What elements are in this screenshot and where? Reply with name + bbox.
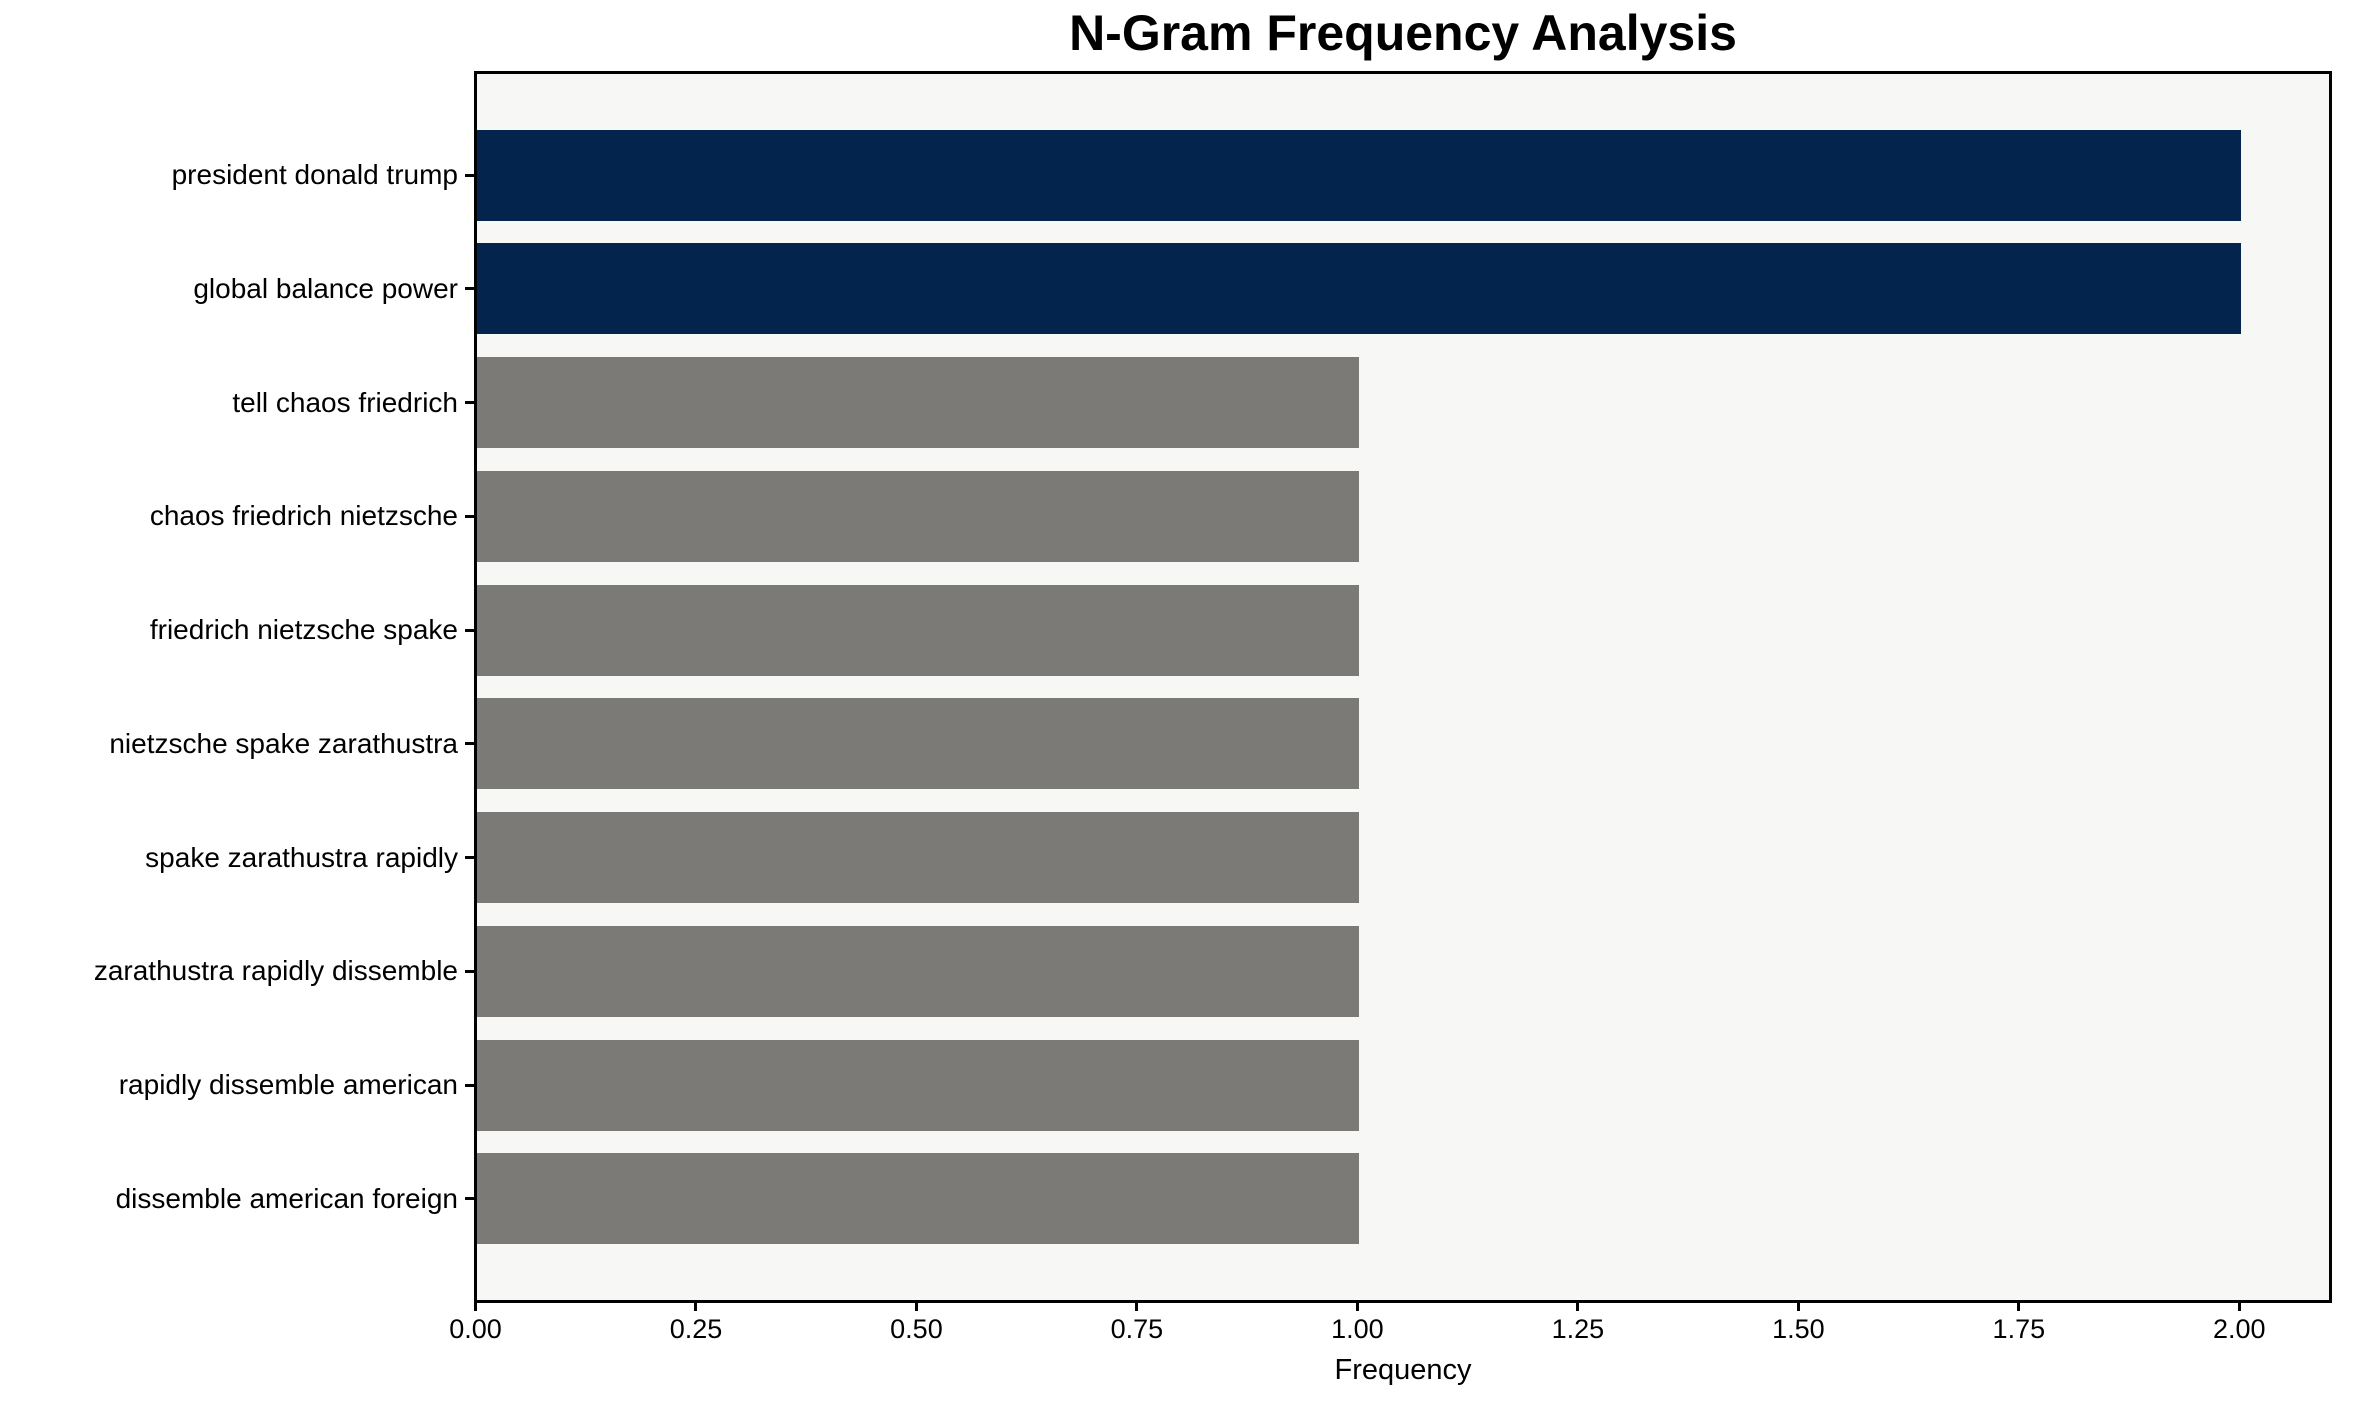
x-tick-label: 1.00 — [1331, 1314, 1384, 1344]
x-tick-label: 1.75 — [1992, 1314, 2046, 1344]
y-tick-mark — [465, 742, 474, 746]
x-tick-label: 1.25 — [1551, 1314, 1605, 1344]
y-tick-mark — [465, 1197, 474, 1201]
y-tick-label: dissemble american foreign — [115, 1182, 458, 1214]
x-tick-mark — [474, 1302, 477, 1311]
x-tick-label: 0.25 — [669, 1314, 723, 1344]
y-tick-mark — [465, 287, 474, 291]
y-tick-label: tell chaos friedrich — [232, 386, 458, 418]
x-tick-label: 2.00 — [2213, 1314, 2266, 1344]
y-tick-label: rapidly dissemble american — [118, 1069, 458, 1101]
bar — [477, 584, 1359, 676]
y-tick-label: friedrich nietzsche spake — [149, 614, 458, 646]
bar — [477, 470, 1359, 562]
bar — [477, 243, 2241, 335]
bar — [477, 925, 1359, 1017]
y-tick-mark — [465, 1083, 474, 1087]
bar — [477, 1039, 1359, 1131]
plot-area — [474, 71, 2332, 1303]
y-tick-label: chaos friedrich nietzsche — [149, 500, 458, 532]
x-tick-mark — [694, 1302, 698, 1311]
y-tick-label: spake zarathustra rapidly — [145, 841, 458, 873]
y-tick-label: nietzsche spake zarathustra — [109, 727, 458, 759]
x-tick-mark — [1796, 1302, 1800, 1311]
x-axis-label: Frequency — [1334, 1354, 1472, 1386]
y-tick-mark — [465, 401, 474, 405]
chart-title: N-Gram Frequency Analysis — [1069, 5, 1737, 61]
y-tick-mark — [465, 514, 474, 518]
y-tick-label: president donald trump — [171, 159, 458, 191]
y-tick-mark — [465, 969, 474, 973]
bar — [477, 1153, 1359, 1245]
x-tick-mark — [1135, 1302, 1139, 1311]
bar — [477, 357, 1359, 449]
bar — [477, 129, 2241, 221]
y-tick-label: global balance power — [193, 272, 458, 304]
y-tick-mark — [465, 628, 474, 632]
y-tick-label: zarathustra rapidly dissemble — [93, 955, 458, 987]
x-tick-label: 0.75 — [1110, 1314, 1164, 1344]
x-tick-mark — [1576, 1302, 1580, 1311]
bar — [477, 812, 1359, 904]
x-tick-mark — [914, 1302, 918, 1311]
x-tick-label: 0.00 — [449, 1314, 502, 1344]
bar — [477, 698, 1359, 790]
y-tick-mark — [465, 173, 474, 177]
x-tick-label: 1.50 — [1772, 1314, 1825, 1344]
x-tick-mark — [2017, 1302, 2021, 1311]
x-tick-label: 0.50 — [890, 1314, 943, 1344]
x-tick-mark — [1355, 1302, 1359, 1311]
x-tick-mark — [2237, 1302, 2241, 1311]
y-tick-mark — [465, 856, 474, 860]
